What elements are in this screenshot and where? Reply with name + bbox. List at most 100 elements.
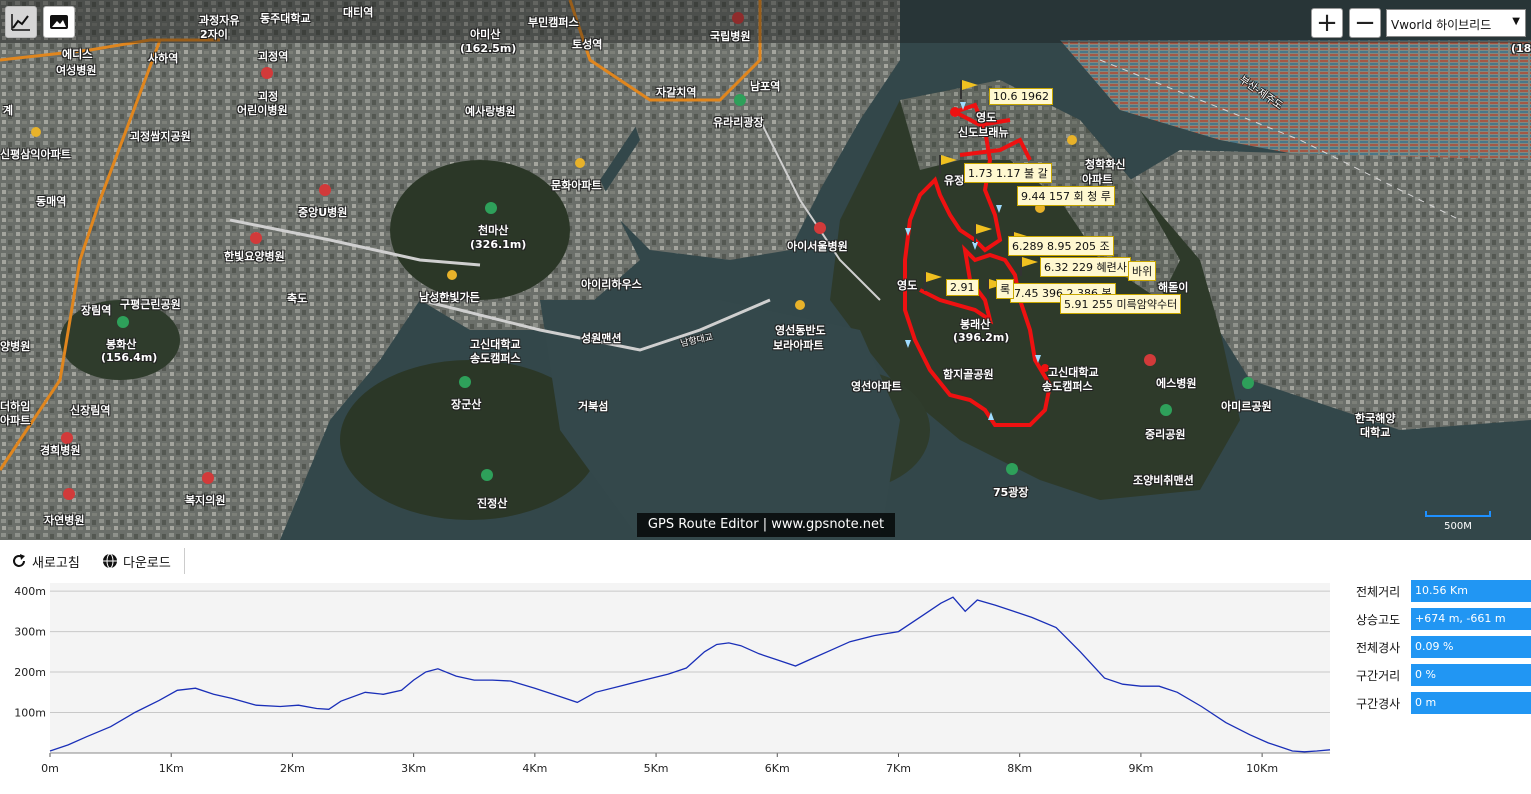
stat-row: 전체거리 10.56 Km [1356,580,1531,602]
map-label: 대학교 [1360,426,1391,439]
map-label: 아이서울병원 [787,240,848,253]
map-label: 봉래산 [960,318,991,331]
waypoint-flag-icon[interactable] [922,270,944,292]
map-label: 유라리광장 [713,116,764,129]
zoom-out-button[interactable]: − [1349,8,1381,38]
waypoint-flag-icon[interactable] [1018,255,1040,277]
map-label: (162.5m) [460,42,517,55]
x-tick-label: 6Km [765,762,790,775]
toolbar-divider [184,548,185,574]
photo-view-button[interactable] [43,6,75,38]
image-icon [50,15,68,29]
refresh-button[interactable]: 새로고침 [11,550,80,572]
map-label: 유정 [944,174,965,187]
x-tick-label: 10Km [1246,762,1278,775]
map-label: 괴정쌈지공원 [130,130,191,143]
map-label: 과정자유 [199,14,240,27]
x-tick-label: 4Km [522,762,547,775]
map-label: 동매역 [36,195,67,208]
map-label: 영선아파트 [851,380,902,393]
map-label: 성원맨션 [581,332,622,345]
dropdown-arrow-icon: ▼ [1512,16,1520,27]
map-label: 경희병원 [40,444,81,457]
refresh-label: 새로고침 [32,555,80,571]
map-label: 보라아파트 [773,339,824,352]
map-label: 청학화신 [1085,158,1126,171]
stat-row: 구간거리 0 % [1356,664,1531,686]
waypoint-label: 6.289 8.95 205 조 [1008,236,1114,256]
stat-label: 구간거리 [1356,668,1401,683]
waypoint-label: 1.73 1.17 불 갈 [964,163,1052,183]
map-label: 자갈치역 [656,86,697,99]
scale-line [1425,511,1491,517]
map-label: 에디스 [62,48,93,61]
satellite-map-image [0,0,1531,540]
stat-label: 구간경사 [1356,696,1401,711]
stat-label: 전체경사 [1356,640,1401,655]
map-label: 천마산 [478,224,509,237]
map-label: 아파트 [1082,173,1113,186]
elevation-chart-toggle-button[interactable] [5,6,37,38]
waypoint-label: 5.91 255 미륵암약수터 [1060,294,1182,314]
map-label: 2자이 [200,28,228,41]
map-label: 신평삼익아파트 [0,148,71,161]
map-label: 문화아파트 [551,179,602,192]
map-label: 영도 [976,111,997,124]
map-label: 장림역 [81,304,112,317]
waypoint-label: 10.6 1962 [989,88,1053,105]
scale-label: 500M [1444,521,1472,532]
map-label: 한빛요양병원 [224,250,285,263]
map-label: 신장림역 [70,404,111,417]
stat-value: 0 m [1411,692,1531,714]
map-toolbar [0,0,1531,43]
map-label: 국립병원 [710,30,751,43]
y-tick-label: 400m [14,585,46,598]
map-label: 동주대학교 [260,12,311,25]
map-label: 괴정역 [258,50,289,63]
download-label: 다운로드 [123,555,171,571]
stat-label: 상승고도 [1356,612,1401,627]
map-view[interactable]: + − Vworld 하이브리드 ▼ 과정자유 동주대학교 대티역 아미산 (1… [0,0,1531,540]
x-tick-label: 3Km [401,762,426,775]
stat-value: 10.56 Km [1411,580,1531,602]
stat-row: 구간경사 0 m [1356,692,1531,714]
map-label: 75광장 [993,486,1029,499]
waypoint-flag-icon[interactable] [958,78,980,100]
zoom-in-button[interactable]: + [1311,8,1343,38]
plot-area [50,583,1330,753]
map-scale-bar: 500M [1425,509,1491,533]
stat-row: 전체경사 0.09 % [1356,636,1531,658]
watermark: GPS Route Editor | www.gpsnote.net [637,513,895,537]
map-label: 장군산 [451,398,482,411]
elevation-profile-line [49,596,1331,753]
y-tick-label: 300m [14,626,46,639]
download-button[interactable]: 다운로드 [102,550,171,572]
map-layer-select[interactable]: Vworld 하이브리드 ▼ [1386,9,1526,37]
globe-icon [103,553,117,569]
map-label: 아미르공원 [1221,400,1272,413]
stat-row: 상승고도 +674 m, -661 m [1356,608,1531,630]
map-label: 아미산 [470,28,501,41]
map-label: 신도브래뉴 [958,126,1009,139]
map-label: 중리공원 [1145,428,1186,441]
map-label: 양병원 [0,340,31,353]
waypoint-label: 9.44 157 회 청 루 [1017,186,1115,206]
map-label: (396.2m) [953,331,1010,344]
elevation-chart[interactable]: 100m 200m 300m 400m 0m 1Km 2Km 3Km 4Km 5Km 6Km 7Km… [0,578,1345,794]
x-tick-label: 8Km [1007,762,1032,775]
waypoint-label: 바위 [1128,261,1157,281]
waypoint-label: 록 [996,279,1015,299]
map-label: 영선동반도 [775,324,826,337]
map-label: 해돋이 [1158,281,1189,294]
x-tick-label: 1Km [159,762,184,775]
y-tick-label: 100m [14,707,46,720]
map-label: (180 [1511,42,1531,55]
x-tick-label: 0m [41,762,59,775]
map-label: 중앙U병원 [298,206,348,219]
waypoint-flag-icon[interactable] [937,153,959,175]
map-label: 고신대학교 [470,338,521,351]
x-tick-label: 7Km [886,762,911,775]
map-label: 거북섬 [578,400,609,413]
map-label: 송도캠퍼스 [470,352,521,365]
waypoint-flag-icon[interactable] [972,222,994,244]
